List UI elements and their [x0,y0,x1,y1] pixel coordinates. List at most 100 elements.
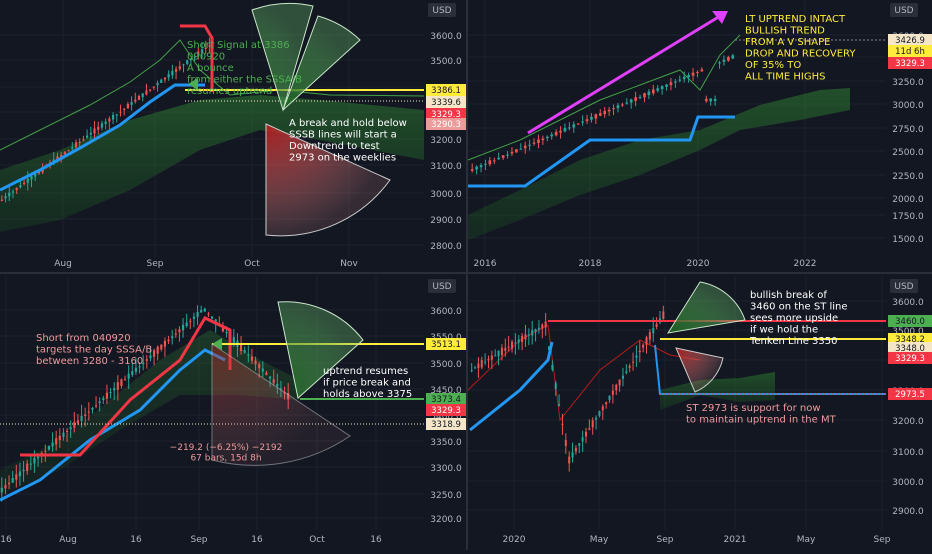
candle-body [91,407,94,410]
candle-body [528,144,531,146]
candle-body [152,86,155,88]
price-tag-bg [426,393,466,405]
candle-body [590,116,593,120]
candle-body [78,141,81,143]
candle-body [76,420,80,424]
candle-body [625,102,629,104]
candle-body [69,427,72,430]
candle-body [598,113,602,116]
candle-body [638,97,642,99]
candle-body [554,383,557,390]
candle-body [696,71,699,73]
candle-body [731,55,735,59]
price-tag: 3513.1 [431,340,461,350]
candle-body [254,360,257,365]
candle-body [160,344,163,350]
price-tag: 3348.2 [895,335,925,345]
candle-body [138,366,141,368]
red-fan [211,343,351,466]
candle-body [0,199,3,201]
price-tag-bg [888,388,932,400]
candle-body [470,369,473,371]
candle-body [561,423,564,425]
y-tick-label: 3000.0 [892,478,924,488]
candle-body [0,487,3,493]
candle-body [93,128,96,134]
candle-body [145,90,148,95]
candle-body [568,456,571,464]
y-tick-label: 3250.0 [430,491,462,501]
candle-body [131,371,134,375]
currency-label: USD [432,6,451,16]
x-tick-label: 16 [251,535,263,545]
candle-body [510,151,514,154]
candle-body [576,123,580,125]
candle-body [82,139,85,141]
candle-body [225,331,228,334]
x-tick-label: Sep [874,535,891,545]
candle-body [621,104,624,106]
candle-body [660,86,664,90]
x-tick-label: May [797,535,816,545]
candle-body [62,432,65,437]
candle-body [665,84,668,87]
price-tag-bg [426,404,466,416]
candle-body [545,136,549,139]
candle-body [625,371,628,373]
candle-body [490,355,493,360]
annotation-measure: −219.2 (−6.25%) −2192 [170,443,283,453]
candle-body [500,347,503,356]
candle-body [568,127,571,129]
tenkan-line [180,24,214,92]
y-tick-label: 3600.0 [430,32,462,42]
candle-body [36,456,40,459]
x-tick-label: 2020 [503,535,526,545]
candle-body [178,66,181,69]
candle-body [37,171,41,174]
candle-body [477,363,480,369]
x-tick-label: 16 [0,535,12,545]
candle-body [116,382,119,390]
price-tag-bg [888,45,932,57]
candle-body [247,354,250,356]
candle-body [475,166,478,170]
price-tag: 2973.5 [895,390,925,400]
candle-body [662,311,665,319]
candle-body [474,367,477,369]
currency-badge [890,279,918,293]
candle-body [551,364,554,370]
candle-body [691,72,695,76]
y-tick-label: 2900.0 [892,507,924,517]
ichimoku-cloud [0,95,424,232]
candle-body [232,337,235,343]
y-tick-label: 3000.0 [430,190,462,200]
bottom-right-drawing [467,281,886,472]
x-tick-label: Aug [59,535,77,545]
candle-body [558,404,561,406]
green-fan [666,281,746,334]
x-tick-label: 16 [130,535,142,545]
currency-badge [428,279,456,293]
y-tick-label: 3300.0 [430,464,462,474]
candle-body [29,463,32,465]
annotation-lt-uptrend: OF 35% TO [745,60,801,71]
candle-body [531,330,534,336]
candle-body [611,390,614,395]
candle-body [4,196,7,199]
annotation-short-signal: from either the SSSA/B [187,75,302,86]
annotation-lt-uptrend: BULLISH TREND [745,26,825,37]
price-tag-bg [888,57,932,69]
candle-body [704,98,708,102]
currency-badge [428,3,456,17]
price-tag: 3290.3 [431,120,461,130]
candle-body [65,430,69,433]
candle-body [123,108,126,110]
candle-body [258,364,261,369]
price-tag-bg [888,352,932,364]
y-tick-label: 3000.0 [892,101,924,111]
candle-body [537,327,540,330]
y-tick-label: 2750.0 [892,125,924,135]
price-tag-bg [426,108,466,120]
y-tick-label: 3450.0 [430,386,462,396]
